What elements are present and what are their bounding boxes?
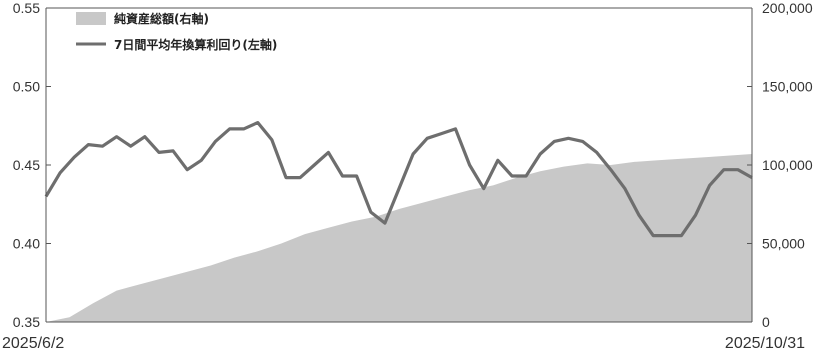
left-tick-label: 0.40 <box>13 236 40 252</box>
yield-line <box>44 120 753 238</box>
legend-label-net-assets: 純資産総額(右軸) <box>114 11 209 26</box>
left-tick-label: 0.55 <box>13 0 40 16</box>
x-tick-label-start: 2025/6/2 <box>2 335 64 352</box>
right-tick-label: 50,000 <box>762 236 805 252</box>
yield-line-path <box>44 120 753 238</box>
right-axis: 0 50,000 100,000 150,000 200,000 <box>747 0 813 330</box>
x-tick-label-end: 2025/10/31 <box>725 335 805 352</box>
legend: 純資産総額(右軸) 7日間平均年換算利回り(左軸) <box>76 11 277 52</box>
right-tick-label: 150,000 <box>762 79 813 95</box>
legend-label-yield: 7日間平均年換算利回り(左軸) <box>114 37 277 52</box>
net-assets-area <box>46 154 752 322</box>
net-assets-area-path <box>46 154 752 322</box>
left-axis: 0.35 0.40 0.45 0.50 0.55 <box>13 0 51 330</box>
right-tick-label: 200,000 <box>762 0 813 16</box>
legend-swatch-net-assets <box>76 12 106 25</box>
left-tick-label: 0.45 <box>13 157 40 173</box>
x-axis: 2025/6/2 2025/10/31 <box>2 335 805 352</box>
left-tick-label: 0.35 <box>13 314 40 330</box>
left-tick-label: 0.50 <box>13 79 40 95</box>
right-tick-label: 0 <box>762 314 770 330</box>
right-tick-label: 100,000 <box>762 157 813 173</box>
